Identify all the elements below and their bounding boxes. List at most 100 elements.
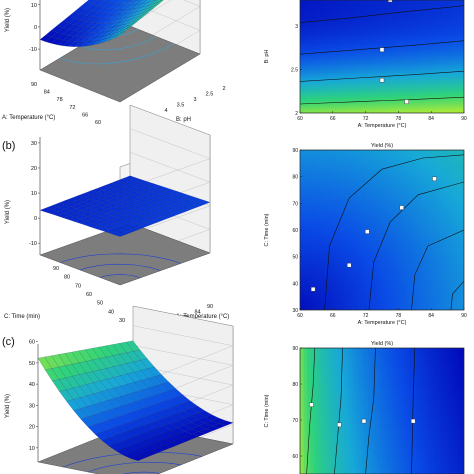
contour-cell: [388, 300, 393, 304]
contour-cell: [303, 23, 308, 27]
contour-cell: [399, 49, 403, 53]
contour-cell: [399, 280, 403, 284]
contour-cell: [330, 226, 335, 231]
contour-cell: [300, 44, 304, 48]
contour-cell: [416, 183, 420, 188]
contour-cell: [436, 266, 441, 271]
contour-cell: [317, 166, 321, 171]
contour-cell: [388, 16, 393, 20]
contour-cell: [364, 183, 369, 188]
contour-cell: [364, 300, 369, 304]
contour-cell: [375, 233, 379, 238]
contour-cell: [416, 153, 420, 158]
contour-cell: [392, 296, 397, 301]
contour-cell: [446, 54, 451, 57]
contour-cell: [320, 153, 325, 158]
contour-cell: [310, 303, 315, 308]
contour-cell: [405, 240, 410, 244]
contour-cell: [419, 280, 424, 284]
contour-cell: [443, 270, 448, 274]
contour-cell: [440, 263, 444, 268]
contour-cell: [313, 163, 318, 168]
contour-cell: [419, 250, 424, 254]
contour-cell: [327, 0, 332, 3]
contour-cell: [426, 110, 431, 113]
contour-cell: [433, 233, 438, 238]
contour-cell: [460, 40, 464, 43]
contour-cell: [385, 270, 390, 274]
contour-cell: [402, 47, 407, 50]
contour-cell: [433, 61, 438, 64]
contour-cell: [310, 40, 315, 43]
contour-cell: [426, 196, 431, 201]
contour-cell: [382, 290, 386, 294]
contour-cell: [443, 51, 448, 55]
contour-cell: [310, 160, 315, 164]
contour-cell: [330, 65, 335, 69]
contour-cell: [300, 260, 304, 264]
contour-cell: [306, 23, 311, 27]
contour-cell: [450, 216, 455, 221]
contour-cell: [364, 84, 369, 88]
contour-cell: [402, 223, 407, 228]
contour-cell: [327, 51, 332, 55]
contour-cell: [446, 200, 451, 204]
contour-cell: [395, 223, 400, 228]
contour-cell: [347, 9, 352, 13]
contour-cell: [382, 236, 386, 241]
contour-cell: [361, 75, 366, 79]
contour-cell: [375, 200, 379, 204]
contour-cell: [320, 216, 325, 221]
contour-cell: [347, 153, 352, 158]
contour-cell: [457, 49, 461, 53]
contour-cell: [337, 170, 342, 174]
contour-cell: [399, 300, 403, 304]
contour-cell: [364, 170, 369, 174]
contour-cell: [409, 220, 414, 224]
contour-cell: [460, 70, 464, 74]
contour-cell: [320, 273, 325, 278]
contour-cell: [364, 37, 369, 41]
contour-cell: [310, 166, 315, 171]
contour-cell: [457, 108, 461, 112]
contour-cell: [337, 153, 342, 158]
contour-cell: [443, 35, 448, 39]
contour-cell: [412, 193, 417, 198]
y-axis-title: B: pH: [264, 50, 270, 64]
contour-cell: [416, 87, 420, 90]
contour-cell: [378, 37, 383, 41]
contour-cell: [320, 193, 325, 198]
contour-cell: [405, 276, 410, 281]
floor-contour-line: [59, 253, 181, 264]
contour-cell: [426, 276, 431, 281]
contour-cell: [303, 35, 308, 39]
contour-cell: [443, 2, 448, 6]
contour-cell: [375, 213, 379, 218]
contour-cell: [313, 243, 318, 248]
contour-cell: [327, 35, 332, 39]
contour-cell: [300, 300, 304, 304]
contour-cell: [419, 286, 424, 291]
contour-cell: [347, 280, 352, 284]
contour-cell: [409, 233, 414, 238]
contour-cell: [382, 89, 386, 93]
contour-cell: [330, 206, 335, 211]
contour-cell: [399, 270, 403, 274]
contour-cell: [375, 7, 379, 10]
contour-cell: [375, 203, 379, 208]
contour-cell: [429, 170, 434, 174]
contour-cell: [426, 28, 431, 31]
contour-cell: [337, 166, 342, 171]
contour-cell: [368, 23, 373, 27]
contour-cell: [419, 56, 424, 60]
contour-cell: [317, 96, 321, 100]
contour-cell: [334, 203, 338, 208]
contour-cell: [375, 0, 379, 3]
contour-cell: [368, 190, 373, 194]
contour-cell: [317, 70, 321, 74]
contour-cell: [330, 216, 335, 221]
contour-cell: [347, 216, 352, 221]
contour-cell: [423, 63, 427, 67]
contour-cell: [306, 263, 311, 268]
contour-cell: [347, 210, 352, 214]
